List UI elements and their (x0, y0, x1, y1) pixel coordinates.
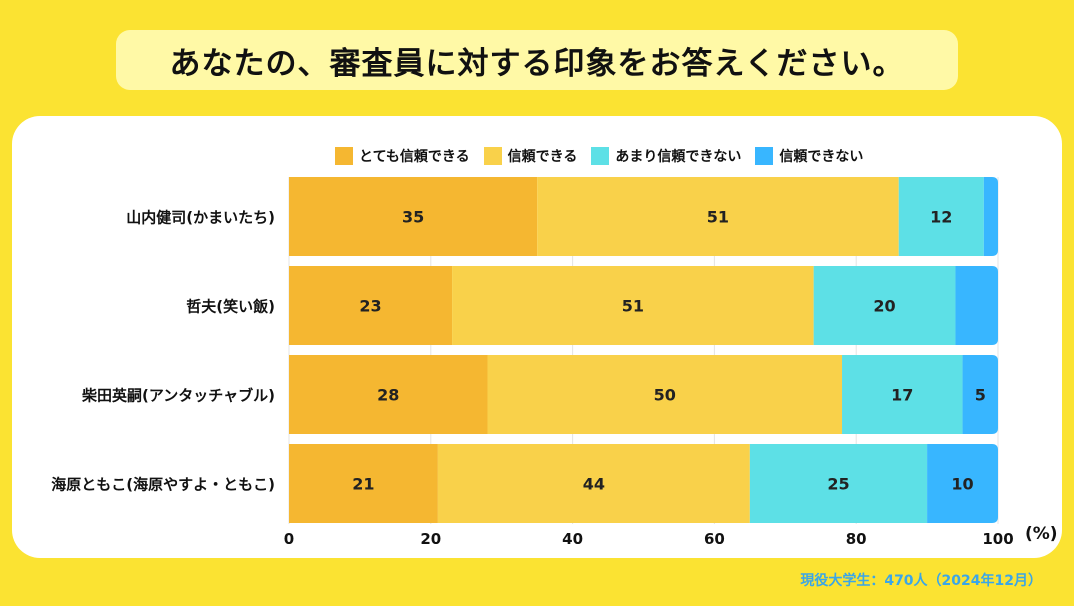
legend-label: とても信頼できる (359, 149, 470, 165)
bar-segment (749, 444, 928, 523)
legend-swatch (483, 147, 502, 165)
data-label: 5 (975, 386, 986, 405)
bar-segment (537, 177, 899, 256)
bar-segment (289, 444, 438, 523)
x-unit-label: (%) (1025, 524, 1058, 544)
data-label: 23 (359, 297, 381, 316)
bar-segment (452, 266, 814, 345)
data-label: 51 (707, 208, 729, 227)
data-label: 28 (377, 386, 399, 405)
x-tick-label: 100 (982, 530, 1013, 548)
legend: とても信頼できる 信頼できる あまり信頼できない 信頼できない (335, 146, 877, 166)
legend-label: 信頼できない (779, 149, 864, 165)
bar-segment (487, 355, 843, 434)
legend-item-very-trustworthy: とても信頼できる (335, 146, 470, 166)
legend-label: 信頼できる (507, 149, 578, 165)
data-label: 20 (873, 297, 895, 316)
x-tick-label: 80 (846, 530, 867, 548)
bar-segment (813, 266, 956, 345)
bar-segment (289, 266, 453, 345)
legend-label: あまり信頼できない (615, 149, 742, 165)
bar-segment (927, 444, 998, 523)
category-label: 海原ともこ(海原やすよ・ともこ) (51, 476, 275, 494)
legend-item-not-very-trustworthy: あまり信頼できない (591, 146, 741, 166)
bar-segment (983, 177, 998, 256)
data-label: 25 (827, 475, 849, 494)
category-label: 哲夫(笑い飯) (186, 298, 275, 316)
chart-title: あなたの、審査員に対する印象をお答えください。 (169, 45, 905, 82)
legend-swatch (755, 147, 774, 165)
data-label: 12 (930, 208, 952, 227)
bar-segment (842, 355, 963, 434)
legend-item-not-trustworthy: 信頼できない (755, 146, 863, 166)
data-label: 35 (402, 208, 424, 227)
x-tick-label: 40 (562, 530, 583, 548)
title-box: あなたの、審査員に対する印象をお答えください。 (116, 30, 958, 90)
x-tick-label: 60 (704, 530, 725, 548)
category-label: 柴田英嗣(アンタッチャブル) (81, 387, 275, 405)
data-label: 17 (891, 386, 913, 405)
bar-segment (962, 355, 998, 434)
bar-segment (898, 177, 984, 256)
legend-swatch (335, 147, 353, 165)
data-label: 10 (951, 475, 973, 494)
legend-swatch (591, 147, 610, 165)
category-label: 山内健司(かまいたち) (126, 209, 275, 227)
data-label: 51 (622, 297, 644, 316)
bar-segment (437, 444, 750, 523)
bar-segment (955, 266, 998, 345)
footnote: 現役大学生：470人（2024年12月） (800, 573, 1042, 589)
bar-segment (289, 355, 488, 434)
x-tick-label: 20 (420, 530, 441, 548)
bar-segment (289, 177, 538, 256)
legend-item-trustworthy: 信頼できる (483, 146, 578, 166)
data-label: 21 (352, 475, 374, 494)
data-label: 44 (583, 475, 605, 494)
x-tick-label: 0 (284, 530, 294, 548)
data-label: 50 (654, 386, 676, 405)
